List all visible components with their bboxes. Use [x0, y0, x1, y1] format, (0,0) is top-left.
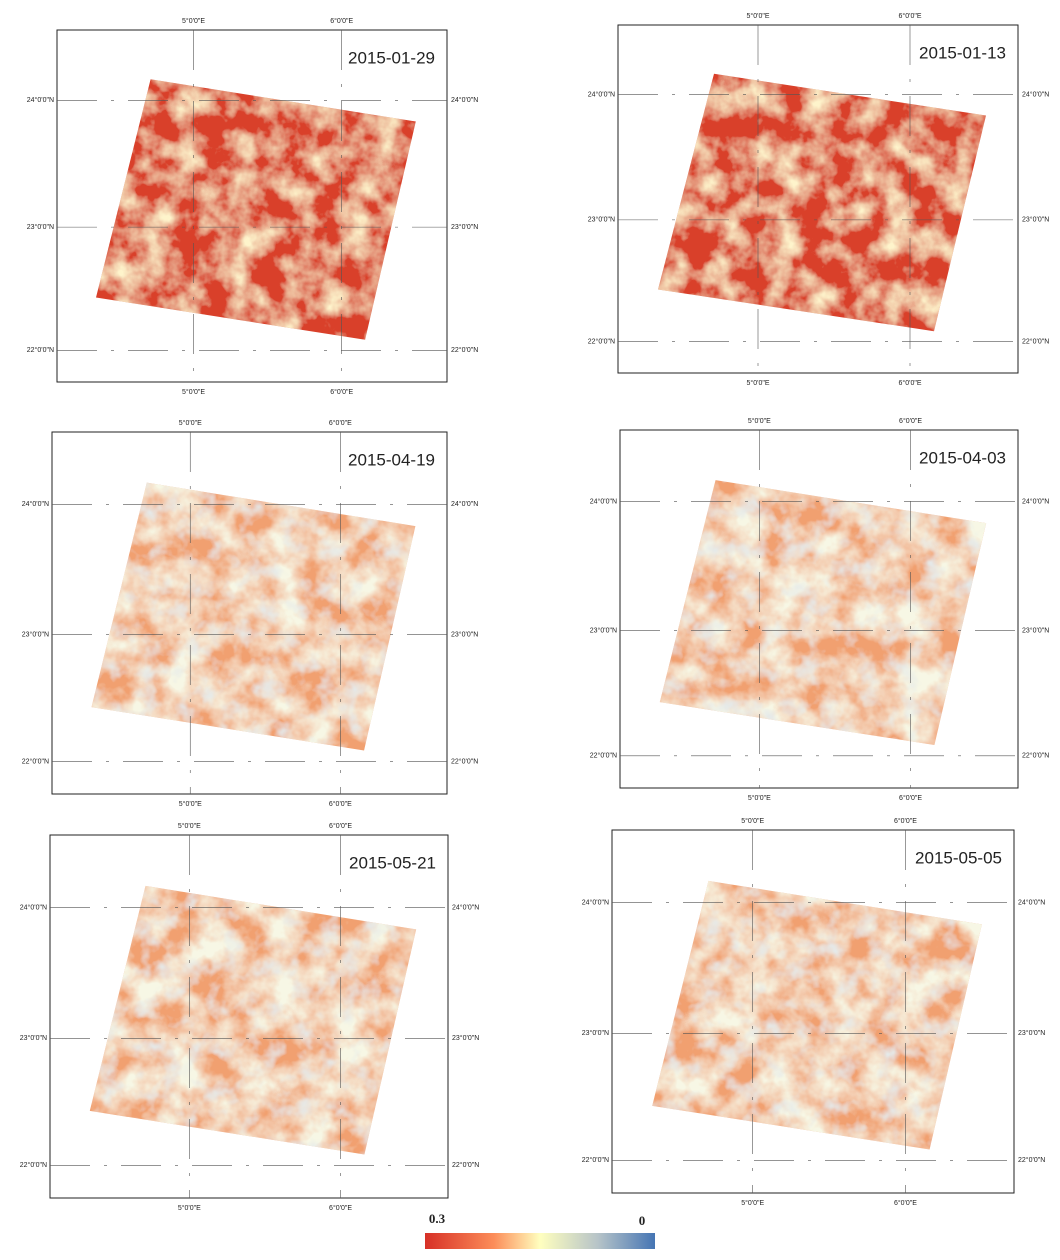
- lat-label-right: 22°0'0"N: [452, 1161, 479, 1169]
- colorbar-low-label: 0: [639, 1213, 646, 1228]
- lon-label-bottom: 6°0'0"E: [899, 794, 922, 802]
- lat-label-left: 24°0'0"N: [590, 497, 617, 505]
- date-label: 2015-01-13: [919, 43, 1006, 62]
- lat-label-left: 23°0'0"N: [20, 1034, 47, 1042]
- lat-label-right: 23°0'0"N: [1022, 626, 1049, 634]
- lat-label-left: 22°0'0"N: [590, 752, 617, 760]
- map-frame: [611, 829, 1015, 1194]
- lat-label-left: 23°0'0"N: [22, 631, 49, 639]
- raster-image: [91, 482, 416, 751]
- lon-label-top: 5°0'0"E: [178, 822, 201, 830]
- lat-label-right: 22°0'0"N: [1022, 752, 1049, 760]
- lat-label-left: 24°0'0"N: [582, 898, 609, 906]
- map-frame: [49, 834, 449, 1199]
- map-panel: 5°0'0"E 5°0'0"E 6°0'0"E 6°0'0"E 24°0'0"N 24°0…: [588, 12, 1050, 387]
- lat-label-left: 23°0'0"N: [588, 216, 615, 224]
- lat-label-right: 24°0'0"N: [451, 500, 478, 508]
- lon-label-bottom: 5°0'0"E: [182, 388, 205, 396]
- map-panel: 5°0'0"E 5°0'0"E 6°0'0"E 6°0'0"E 24°0'0"N 24°0…: [22, 419, 479, 808]
- map-panel: 5°0'0"E 5°0'0"E 6°0'0"E 6°0'0"E 24°0'0"N 24°0…: [590, 417, 1050, 802]
- map-frame: [56, 29, 448, 383]
- date-label: 2015-01-29: [348, 48, 435, 67]
- lon-label-bottom: 5°0'0"E: [179, 800, 202, 808]
- lat-label-left: 22°0'0"N: [22, 757, 49, 765]
- lon-label-bottom: 6°0'0"E: [329, 1204, 352, 1212]
- lon-label-top: 6°0'0"E: [330, 17, 353, 25]
- map-panel: 5°0'0"E 5°0'0"E 6°0'0"E 6°0'0"E 24°0'0"N 24°0…: [27, 17, 479, 396]
- lat-label-left: 23°0'0"N: [590, 626, 617, 634]
- lat-label-right: 24°0'0"N: [452, 903, 479, 911]
- lon-label-top: 5°0'0"E: [748, 417, 771, 425]
- panels: 5°0'0"E 5°0'0"E 6°0'0"E 6°0'0"E 24°0'0"N 24°0…: [20, 12, 1050, 1212]
- date-label: 2015-04-19: [348, 450, 435, 469]
- date-label: 2015-05-05: [915, 848, 1002, 867]
- lat-label-left: 22°0'0"N: [588, 338, 615, 346]
- lon-label-bottom: 5°0'0"E: [178, 1204, 201, 1212]
- lat-label-right: 24°0'0"N: [1022, 497, 1049, 505]
- lon-label-top: 5°0'0"E: [741, 817, 764, 825]
- lat-label-right: 24°0'0"N: [1022, 90, 1049, 98]
- lat-label-right: 23°0'0"N: [451, 223, 478, 231]
- lon-label-bottom: 6°0'0"E: [330, 388, 353, 396]
- lat-label-left: 23°0'0"N: [27, 223, 54, 231]
- lon-label-top: 6°0'0"E: [329, 419, 352, 427]
- lat-label-right: 24°0'0"N: [451, 96, 478, 104]
- map-frame: [619, 429, 1019, 789]
- lon-label-top: 6°0'0"E: [894, 817, 917, 825]
- raster-image: [652, 880, 982, 1150]
- raster-image: [658, 73, 986, 332]
- lat-label-right: 22°0'0"N: [1022, 338, 1049, 346]
- lat-label-right: 22°0'0"N: [451, 757, 478, 765]
- raster-image: [96, 79, 416, 340]
- lon-label-top: 5°0'0"E: [182, 17, 205, 25]
- colorbar-high-label: 0.3: [429, 1211, 446, 1226]
- lat-label-right: 23°0'0"N: [451, 631, 478, 639]
- lon-label-top: 5°0'0"E: [179, 419, 202, 427]
- lat-label-left: 24°0'0"N: [22, 500, 49, 508]
- lat-label-left: 24°0'0"N: [27, 96, 54, 104]
- lat-label-left: 24°0'0"N: [20, 903, 47, 911]
- date-label: 2015-05-21: [349, 853, 436, 872]
- lon-label-bottom: 5°0'0"E: [748, 794, 771, 802]
- raster-image: [89, 885, 417, 1155]
- lon-label-top: 6°0'0"E: [329, 822, 352, 830]
- lon-label-top: 6°0'0"E: [899, 12, 922, 20]
- lon-label-bottom: 6°0'0"E: [899, 379, 922, 387]
- lon-label-top: 6°0'0"E: [899, 417, 922, 425]
- lat-label-left: 22°0'0"N: [582, 1156, 609, 1164]
- lat-label-right: 23°0'0"N: [452, 1034, 479, 1042]
- lat-label-left: 22°0'0"N: [27, 346, 54, 354]
- lon-label-bottom: 6°0'0"E: [329, 800, 352, 808]
- colorbar-ramp: [425, 1233, 655, 1249]
- raster-image: [659, 480, 987, 746]
- lon-label-bottom: 6°0'0"E: [894, 1199, 917, 1207]
- lon-label-bottom: 5°0'0"E: [747, 379, 770, 387]
- lon-label-bottom: 5°0'0"E: [741, 1199, 764, 1207]
- map-frame: [617, 24, 1019, 374]
- colorbar: 0.3 0: [425, 1211, 655, 1249]
- lat-label-left: 22°0'0"N: [20, 1161, 47, 1169]
- lat-label-right: 23°0'0"N: [1022, 216, 1049, 224]
- lat-label-left: 24°0'0"N: [588, 90, 615, 98]
- map-panel: 5°0'0"E 5°0'0"E 6°0'0"E 6°0'0"E 24°0'0"N 24°0…: [582, 817, 1046, 1207]
- lat-label-right: 22°0'0"N: [1018, 1156, 1045, 1164]
- map-frame: [51, 431, 448, 795]
- lat-label-right: 24°0'0"N: [1018, 898, 1045, 906]
- lat-label-right: 22°0'0"N: [451, 346, 478, 354]
- date-label: 2015-04-03: [919, 448, 1006, 467]
- map-panel: 5°0'0"E 5°0'0"E 6°0'0"E 6°0'0"E 24°0'0"N 24°0…: [20, 822, 480, 1212]
- lat-label-left: 23°0'0"N: [582, 1029, 609, 1037]
- lat-label-right: 23°0'0"N: [1018, 1029, 1045, 1037]
- lon-label-top: 5°0'0"E: [747, 12, 770, 20]
